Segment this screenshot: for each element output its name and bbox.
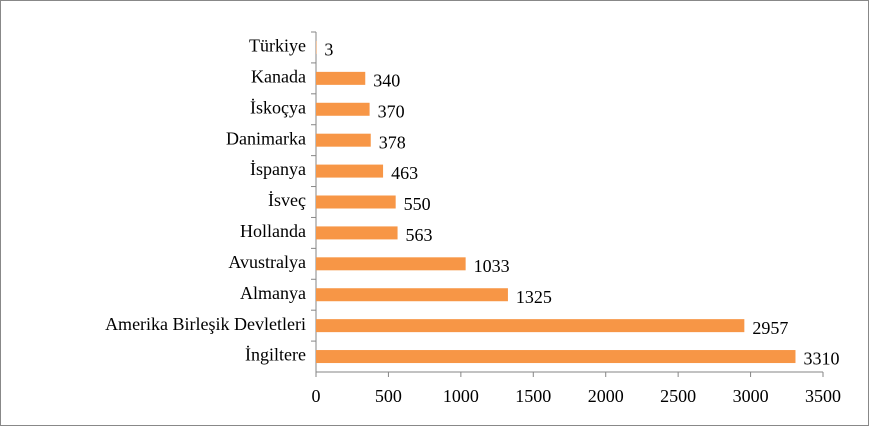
bar bbox=[316, 319, 745, 333]
value-label: 3 bbox=[324, 40, 333, 60]
y-tick-label: Danimarka bbox=[226, 128, 306, 148]
x-tick-label: 2000 bbox=[588, 386, 624, 406]
x-tick-label: 1000 bbox=[443, 386, 479, 406]
bar bbox=[316, 102, 370, 116]
y-tick-label: Almanya bbox=[240, 283, 306, 303]
y-tick-label: İsveç bbox=[268, 190, 306, 210]
value-label: 563 bbox=[406, 225, 433, 245]
bar bbox=[316, 195, 396, 209]
bar bbox=[316, 257, 466, 271]
value-label: 463 bbox=[391, 163, 418, 183]
value-label: 2957 bbox=[752, 318, 788, 338]
y-tick-label: Hollanda bbox=[240, 221, 306, 241]
value-label: 378 bbox=[379, 132, 406, 152]
bar bbox=[316, 350, 796, 364]
x-tick-label: 500 bbox=[375, 386, 402, 406]
value-label: 1325 bbox=[516, 287, 552, 307]
value-label: 1033 bbox=[474, 256, 510, 276]
bar bbox=[316, 133, 371, 147]
y-tick-label: Türkiye bbox=[249, 36, 306, 56]
y-tick-label: Amerika Birleşik Devletleri bbox=[105, 314, 306, 334]
y-tick-label: Kanada bbox=[251, 66, 306, 86]
x-tick-label: 2500 bbox=[660, 386, 696, 406]
x-tick-label: 3000 bbox=[733, 386, 769, 406]
x-tick-label: 3500 bbox=[805, 386, 841, 406]
y-tick-label: Avustralya bbox=[228, 252, 306, 272]
value-label: 370 bbox=[378, 101, 405, 121]
value-label: 340 bbox=[373, 70, 400, 90]
y-tick-label: İskoçya bbox=[250, 97, 306, 117]
x-tick-label: 1500 bbox=[515, 386, 551, 406]
x-tick-label: 0 bbox=[312, 386, 321, 406]
value-label: 550 bbox=[404, 194, 431, 214]
bar bbox=[316, 71, 366, 85]
bar bbox=[316, 164, 384, 178]
bar bbox=[316, 288, 508, 302]
value-label: 3310 bbox=[803, 349, 839, 369]
y-tick-label: İngiltere bbox=[245, 345, 306, 365]
bar bbox=[316, 226, 398, 240]
y-tick-label: İspanya bbox=[250, 159, 306, 179]
